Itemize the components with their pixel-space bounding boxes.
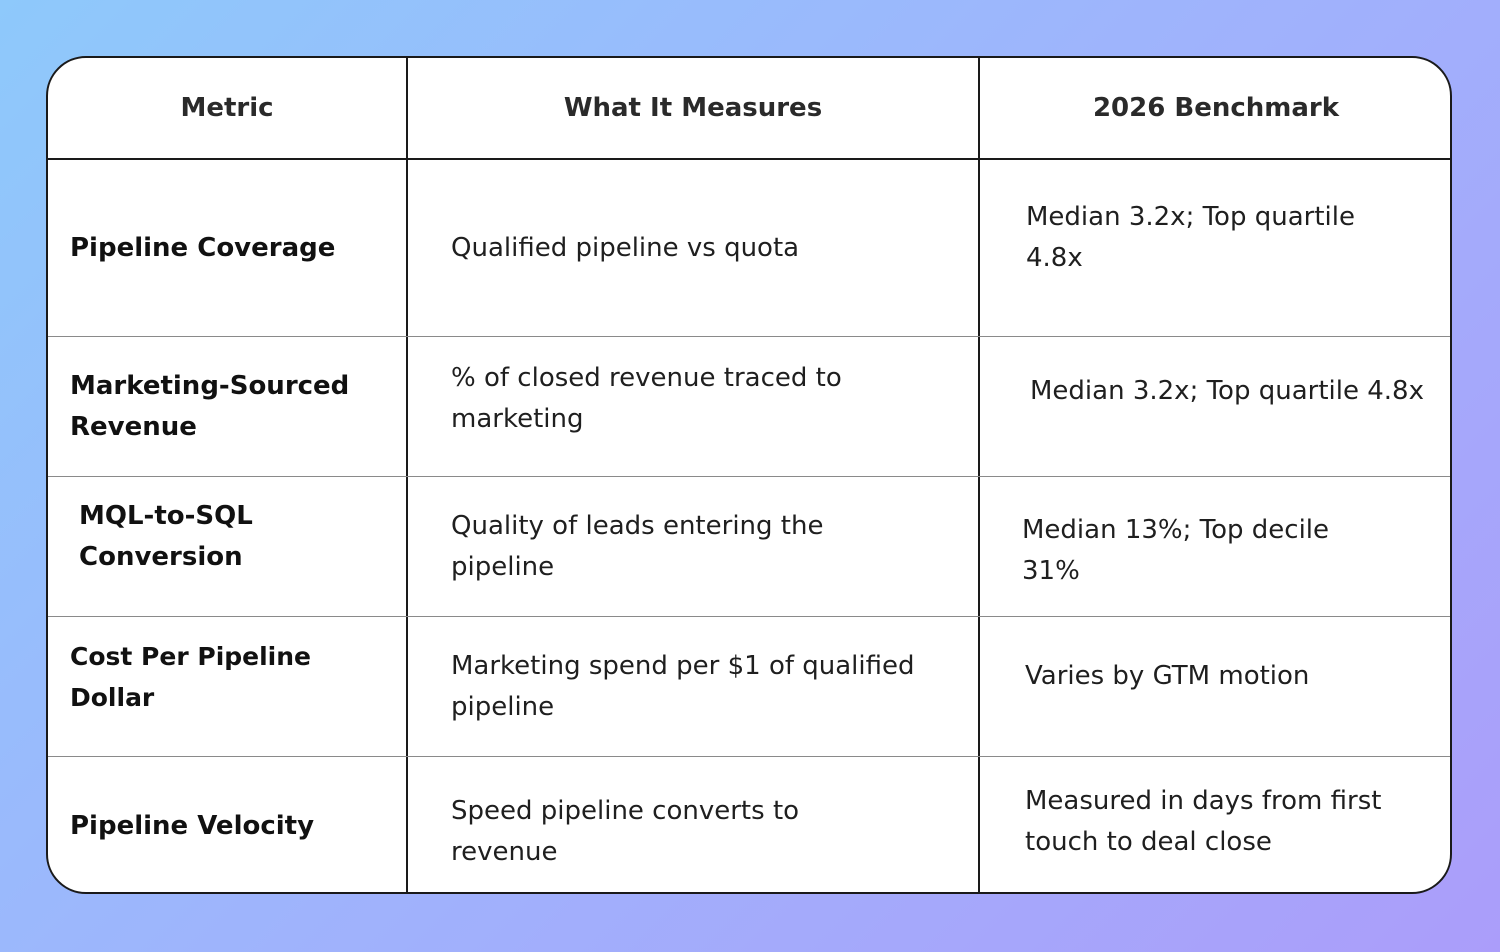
header-divider bbox=[48, 158, 1450, 160]
benchmark-cell: Measured in days from first touch to dea… bbox=[1025, 785, 1382, 857]
row-divider bbox=[48, 616, 1450, 617]
benchmark-cell: Median 3.2x; Top quartile 4.8x bbox=[1026, 202, 1355, 273]
measures-cell: Speed pipeline converts to revenue bbox=[451, 795, 800, 867]
column-header-metric: Metric bbox=[180, 92, 274, 123]
benchmark-cell: Median 13%; Top decile 31% bbox=[1022, 514, 1330, 586]
benchmark-table: Metric What It Measures 2026 Benchmark P… bbox=[46, 56, 1452, 894]
measures-cell: Quality of leads entering the pipeline bbox=[451, 510, 824, 582]
row-divider bbox=[48, 756, 1450, 757]
measures-cell: Qualified pipeline vs quota bbox=[451, 232, 800, 263]
metric-cell: Pipeline Coverage bbox=[70, 232, 336, 263]
column-header-benchmark: 2026 Benchmark bbox=[1092, 92, 1340, 123]
metric-cell: MQL-to-SQL Conversion bbox=[79, 500, 253, 572]
metric-cell: Cost Per Pipeline Dollar bbox=[70, 641, 312, 712]
benchmark-cell: Median 3.2x; Top quartile 4.8x bbox=[1030, 376, 1424, 406]
measures-cell: Marketing spend per $1 of qualified pipe… bbox=[451, 650, 915, 722]
row-divider bbox=[48, 336, 1450, 337]
measures-cell: % of closed revenue traced to marketing bbox=[451, 362, 842, 434]
column-divider bbox=[406, 58, 408, 892]
metric-cell: Marketing-Sourced Revenue bbox=[70, 370, 350, 442]
metric-cell: Pipeline Velocity bbox=[70, 811, 315, 841]
benchmark-cell: Varies by GTM motion bbox=[1025, 661, 1310, 691]
row-divider bbox=[48, 476, 1450, 477]
column-divider bbox=[978, 58, 980, 892]
column-header-what-it-measures: What It Measures bbox=[563, 92, 823, 123]
